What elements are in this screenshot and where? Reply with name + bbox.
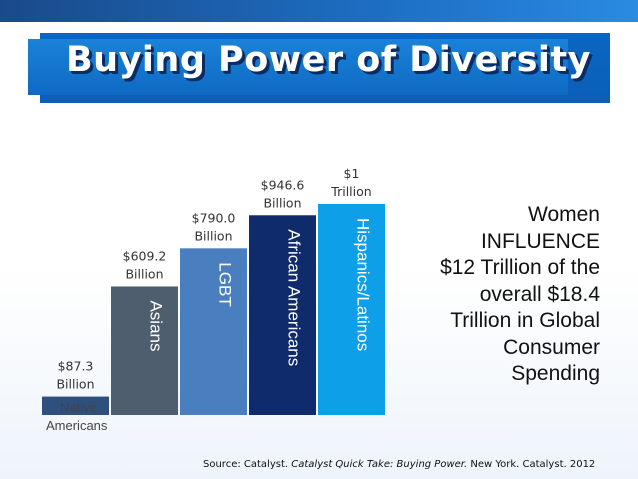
women-text-line: Trillion in Global <box>450 309 600 332</box>
women-text-line: $12 Trillion of the <box>440 256 600 279</box>
value-label: $1 <box>344 166 360 181</box>
bar-2 <box>180 248 247 415</box>
women-text-line: Consumer <box>503 335 600 359</box>
women-text-line: Spending <box>511 362 600 385</box>
bar-3 <box>249 215 316 415</box>
top-decorative-band <box>0 0 638 22</box>
women-influence-text: Women INFLUENCE $12 Trillion of the over… <box>400 202 600 388</box>
value-label: $790.0 <box>192 210 236 225</box>
bar-4 <box>318 204 385 415</box>
slide-title: Buying Power of Diversity <box>66 40 591 80</box>
value-label: $87.3 <box>58 359 94 374</box>
value-label: Billion <box>263 195 301 210</box>
value-label: $946.6 <box>261 177 305 192</box>
source-citation: Source: Catalyst. Catalyst Quick Take: B… <box>203 459 596 470</box>
women-text-line: overall $18.4 <box>479 282 600 306</box>
bar-category-label: LGBT <box>216 262 235 306</box>
bar-0 <box>42 396 109 415</box>
bar-category-label-below: Americans <box>46 418 108 433</box>
title-bar <box>28 39 568 95</box>
women-text-line: INFLUENCE <box>480 229 600 253</box>
bar-category-label-below: Native <box>60 400 97 415</box>
value-label: Billion <box>56 377 94 392</box>
bar-category-label: African Americans <box>285 229 304 366</box>
bar-category-label: Asians <box>147 300 166 351</box>
value-label: $609.2 <box>123 248 167 263</box>
value-label: Billion <box>125 266 163 281</box>
value-label: Billion <box>194 228 232 243</box>
value-label: Trillion <box>330 184 371 199</box>
bar-category-label: Hispanics/Latinos <box>354 218 373 351</box>
bar-1 <box>111 286 178 415</box>
women-text-line: Women <box>528 203 600 226</box>
